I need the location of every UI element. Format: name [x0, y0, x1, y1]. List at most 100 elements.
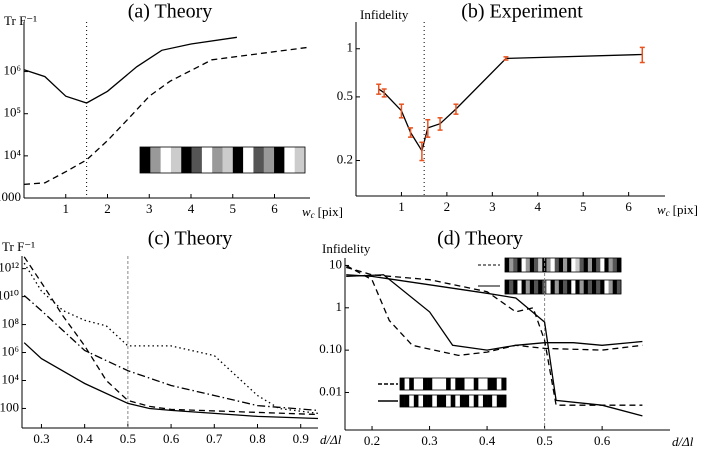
barcode-stripe: [482, 378, 488, 390]
barcode-stripe: [432, 395, 438, 407]
x-tick-label: 0.3: [33, 431, 49, 446]
barcode-stripe: [600, 280, 605, 294]
barcode-stripe: [587, 280, 593, 294]
barcode-stripe: [538, 280, 543, 294]
barcode-stripe: [496, 395, 502, 407]
barcode-stripe: [517, 280, 522, 294]
line-series: [346, 274, 643, 351]
barcode-stripe: [592, 258, 597, 272]
x-tick-label: 0.6: [594, 433, 611, 448]
barcode-stripe: [482, 395, 488, 407]
x-tick-label: 2: [444, 199, 451, 214]
x-tick-label: 4: [188, 201, 195, 216]
barcode-stripe: [450, 395, 456, 407]
barcode-stripe: [534, 280, 539, 294]
barcode-stripe: [427, 378, 433, 390]
inset-barcode: [399, 377, 507, 391]
x-axis-label-sub: c: [666, 208, 670, 218]
x-tick-label: 5: [580, 199, 587, 214]
barcode-stripe: [400, 395, 405, 407]
barcode-stripe: [274, 147, 285, 173]
error-bar: [503, 56, 509, 61]
chart-title: (a) Theory: [128, 1, 213, 23]
barcode-stripe: [529, 280, 535, 294]
barcode-stripe: [583, 280, 589, 294]
barcode-stripe: [550, 280, 556, 294]
barcode-stripe: [592, 280, 597, 294]
panel: (b) Experiment Infidelity wc [pix] 1 2 3 4 5 6 0.2…: [337, 1, 698, 218]
line-series: [345, 264, 643, 357]
barcode-stripe: [418, 378, 424, 390]
barcode-stripe: [413, 378, 419, 390]
barcode-stripe: [517, 258, 522, 272]
barcode-stripe: [554, 280, 560, 294]
y-tick-label: 0.2: [337, 152, 353, 167]
y-axis-label: Tr F⁻¹: [4, 13, 37, 28]
barcode-stripe: [513, 258, 518, 272]
barcode-stripe: [160, 147, 172, 173]
y-tick-label: 10⁴: [3, 147, 21, 162]
barcode-stripe: [567, 280, 572, 294]
y-tick-label: 10⁵: [3, 105, 21, 120]
barcode-stripe: [150, 147, 161, 173]
barcode-stripe: [492, 378, 498, 390]
error-bar: [381, 88, 387, 98]
y-tick-label: 0.5: [337, 88, 353, 103]
barcode-stripe: [487, 395, 493, 407]
y-tick-label: 0.01: [319, 383, 342, 398]
barcode-stripe: [284, 147, 295, 173]
barcode-stripe: [616, 258, 622, 272]
y-tick-label: 1000: [0, 189, 21, 204]
x-axis-label: d/Δl: [672, 434, 694, 449]
x-axis-label-unit: [pix]: [318, 204, 343, 219]
barcode-stripe: [567, 258, 572, 272]
barcode-stripe: [455, 378, 461, 390]
barcode-stripe: [496, 378, 502, 390]
barcode-stripe: [409, 378, 415, 390]
barcode-stripe: [546, 280, 551, 294]
barcode-stripe: [487, 378, 493, 390]
x-tick-label: 0.5: [120, 431, 136, 446]
barcode-stripe: [587, 258, 593, 272]
barcode-stripe: [505, 280, 510, 294]
x-tick-label: 0.2: [364, 433, 380, 448]
barcode-stripe: [450, 378, 456, 390]
barcode-stripe: [525, 280, 531, 294]
inset-barcode: [139, 146, 306, 174]
barcode-stripe: [534, 258, 539, 272]
barcode-stripe: [608, 280, 614, 294]
barcode-stripe: [546, 258, 551, 272]
line-series: [23, 36, 237, 104]
barcode-stripe: [446, 378, 451, 390]
y-tick-label: 10⁶: [3, 63, 21, 78]
barcode-stripe: [529, 258, 535, 272]
x-tick-label: 0.8: [249, 431, 265, 446]
barcode-stripe: [212, 147, 223, 173]
barcode-stripe: [455, 395, 461, 407]
barcode-stripe: [509, 258, 514, 272]
barcode-stripe: [612, 258, 618, 272]
y-tick-label: 0.10: [319, 341, 342, 356]
x-tick-label: 0.4: [479, 433, 496, 448]
y-tick-label: 1: [336, 299, 343, 314]
barcode-stripe: [478, 378, 484, 390]
line-series: [23, 256, 319, 416]
barcode-stripe: [423, 395, 428, 407]
x-axis-label: d/Δl: [320, 432, 342, 447]
x-tick-label: 3: [146, 201, 153, 216]
y-tick-label: 10: [329, 256, 342, 271]
error-bar: [453, 103, 459, 115]
y-tick-label: 100: [0, 399, 19, 414]
barcode-stripe: [478, 395, 484, 407]
chart-title: (d) Theory: [437, 228, 523, 250]
error-bar: [398, 103, 404, 119]
y-axis-label: Infidelity: [322, 241, 371, 256]
y-tick-label: 10¹⁰: [0, 288, 19, 303]
y-axis-label: Tr F⁻¹: [2, 239, 35, 254]
y-tick-label: 10⁸: [1, 316, 19, 331]
x-axis-label: wc [pix]: [657, 202, 698, 218]
x-tick-label: 2: [104, 201, 111, 216]
barcode-stripe: [404, 378, 410, 390]
barcode-stripe: [459, 395, 465, 407]
barcode-stripe: [201, 147, 213, 173]
